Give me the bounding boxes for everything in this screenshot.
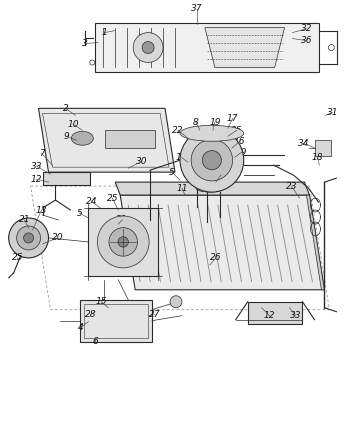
Text: 13: 13 [36, 205, 47, 215]
Text: 11: 11 [176, 184, 188, 193]
Text: 12: 12 [31, 175, 42, 184]
Circle shape [142, 41, 154, 54]
Text: 2: 2 [63, 104, 68, 113]
Text: 1: 1 [102, 28, 107, 37]
Circle shape [9, 218, 49, 258]
Circle shape [17, 226, 41, 250]
Text: 5: 5 [77, 208, 82, 218]
Circle shape [90, 60, 95, 65]
Circle shape [133, 33, 163, 62]
Text: 35: 35 [231, 126, 243, 135]
Bar [80, 300, 152, 341]
Text: 6: 6 [92, 337, 98, 346]
Text: 31: 31 [327, 108, 338, 117]
Text: 8: 8 [193, 118, 199, 127]
Circle shape [202, 150, 222, 170]
Text: 37: 37 [191, 4, 203, 13]
Text: 9: 9 [64, 132, 69, 141]
Bar [315, 140, 331, 156]
Text: 20: 20 [52, 233, 63, 242]
Text: 5: 5 [169, 168, 175, 177]
Circle shape [97, 216, 149, 268]
Circle shape [109, 228, 138, 256]
Polygon shape [248, 302, 302, 324]
Text: 22: 22 [172, 126, 184, 135]
Polygon shape [205, 27, 285, 68]
Text: 23: 23 [286, 182, 297, 191]
Text: 21: 21 [19, 215, 30, 225]
Text: 34: 34 [298, 139, 309, 148]
Text: 33: 33 [31, 162, 42, 170]
Text: 17: 17 [227, 114, 238, 123]
Text: 3: 3 [82, 39, 87, 48]
Text: 32: 32 [301, 24, 312, 33]
Text: 30: 30 [136, 157, 148, 166]
Polygon shape [115, 182, 309, 195]
Ellipse shape [196, 184, 224, 192]
Text: 19: 19 [209, 118, 220, 127]
Text: 31: 31 [117, 215, 128, 225]
Bar [105, 130, 155, 148]
Text: 10: 10 [68, 120, 79, 129]
Text: 15: 15 [96, 297, 107, 306]
Text: 18: 18 [312, 153, 323, 162]
Ellipse shape [180, 125, 244, 141]
Circle shape [180, 128, 244, 192]
Polygon shape [43, 172, 90, 185]
Circle shape [23, 233, 34, 243]
Bar [95, 23, 320, 72]
Text: 33: 33 [290, 311, 301, 320]
Text: 36: 36 [301, 36, 312, 45]
Text: 14: 14 [175, 153, 187, 162]
Circle shape [170, 296, 182, 308]
Text: 28: 28 [85, 310, 96, 319]
Text: 12: 12 [264, 311, 275, 320]
Polygon shape [38, 109, 175, 172]
Text: 38: 38 [215, 170, 226, 180]
Ellipse shape [71, 131, 93, 145]
Text: 4: 4 [77, 323, 83, 332]
Bar [88, 208, 158, 276]
Bar [84, 304, 148, 337]
Text: 25: 25 [12, 253, 23, 262]
Text: 29: 29 [236, 148, 247, 157]
Circle shape [191, 140, 232, 181]
Text: 26: 26 [210, 253, 222, 262]
Circle shape [328, 44, 334, 51]
Polygon shape [120, 195, 324, 290]
Text: 24: 24 [86, 197, 97, 205]
Circle shape [118, 237, 128, 247]
Text: 25: 25 [106, 194, 118, 203]
Text: 16: 16 [234, 137, 245, 146]
Text: 7: 7 [38, 149, 44, 158]
Text: 27: 27 [149, 310, 161, 319]
Polygon shape [307, 195, 324, 290]
